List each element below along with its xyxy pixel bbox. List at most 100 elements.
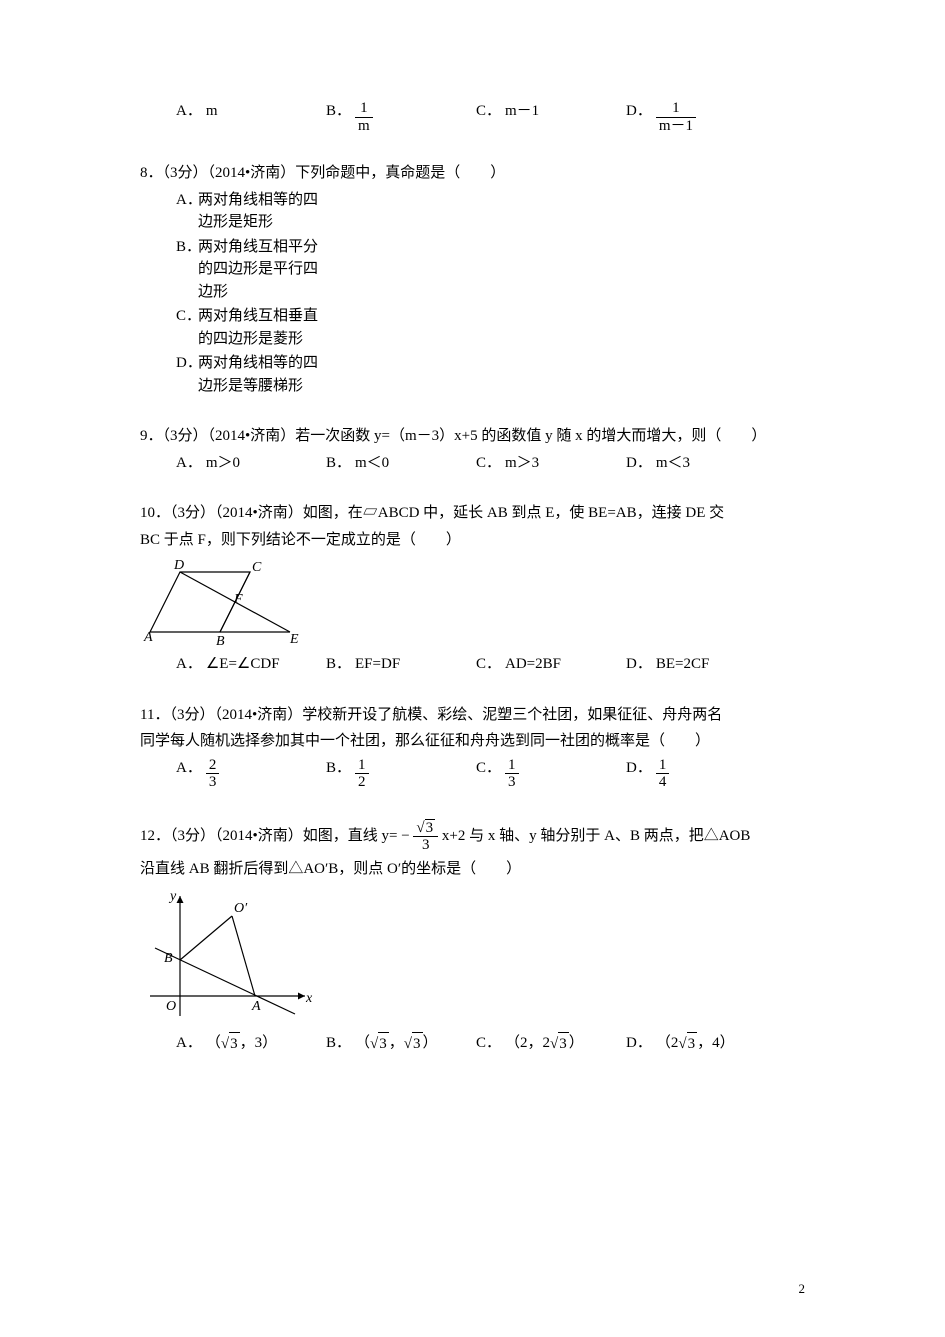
label-F: F: [233, 592, 243, 607]
choice-text: m＞3: [505, 452, 539, 475]
fraction-numerator: 1: [656, 100, 696, 118]
paren-close: ）: [423, 1032, 438, 1055]
choice-c: C．m＞3: [476, 452, 626, 475]
fraction: 1 m: [355, 100, 373, 134]
choice-d: D． （2 √3 ， 4 ）: [626, 1032, 776, 1056]
question-8: 8．（3分）（2014•济南）下列命题中，真命题是（ ） A． 两对角线相等的四…: [140, 162, 805, 397]
label-A: A: [251, 999, 261, 1014]
choice-letter: B．: [326, 653, 351, 676]
sqrt: √3: [370, 1032, 389, 1056]
choices-row: A． 23 B． 12 C． 13 D． 14: [140, 757, 805, 791]
paren-open: （: [206, 1032, 221, 1055]
choice-letter: A．: [176, 757, 202, 780]
fraction-numerator: √3: [413, 819, 438, 838]
radicand: 3: [425, 819, 436, 837]
choice-letter: C．: [476, 653, 501, 676]
fraction: √3 3: [413, 819, 438, 854]
paren-close: ）: [262, 1032, 277, 1055]
question-stem-line1: 11．（3分）（2014•济南）学校新开设了航模、彩绘、泥塑三个社团，如果征征、…: [140, 704, 805, 727]
sqrt: √3: [678, 1032, 697, 1056]
comma: ，: [697, 1032, 712, 1055]
fraction: 12: [355, 757, 369, 791]
radicand: 3: [378, 1032, 389, 1056]
choice-text: 两对角线互相垂直的四边形是菱形: [198, 305, 328, 350]
choice-b: B．EF=DF: [326, 653, 476, 676]
page-content: A． m B． 1 m C． m－1 D． 1 m－1: [0, 0, 945, 1144]
fraction-numerator: 1: [355, 100, 373, 118]
choice-letter: B．: [326, 1032, 351, 1055]
fraction-denominator: 3: [413, 837, 438, 854]
label-C: C: [252, 560, 262, 575]
radicand: 3: [687, 1032, 698, 1056]
choice-d: D．m＜3: [626, 452, 776, 475]
label-x: x: [305, 991, 313, 1006]
parallelogram-svg: A B E D C F: [140, 557, 310, 647]
choice-letter: D．: [626, 1032, 652, 1055]
choice-letter: D．: [626, 653, 652, 676]
choice-a: A． 两对角线相等的四边形是矩形: [140, 189, 805, 234]
choices-row: A． （ √3 ， 3 ） B． （ √3 ， √3 ） C． （ 2 ，2 √…: [140, 1032, 805, 1056]
sqrt: √3: [404, 1032, 423, 1056]
question-stem-line2: 沿直线 AB 翻折后得到△AO′B，则点 O′的坐标是（ ）: [140, 858, 805, 881]
choices-row: A．∠E=∠CDF B．EF=DF C．AD=2BF D．BE=2CF: [140, 653, 805, 676]
choice-text: ∠E=∠CDF: [206, 653, 280, 676]
question-stem-line1: 12．（3分）（2014•济南）如图，直线 y= − √3 3 x+2 与 x …: [140, 819, 805, 854]
radical-sign: √: [370, 1033, 378, 1056]
label-B: B: [164, 951, 173, 966]
choice-b: B．m＜0: [326, 452, 476, 475]
choices-row: A．m＞0 B．m＜0 C．m＞3 D．m＜3: [140, 452, 805, 475]
label-B: B: [216, 634, 225, 647]
question-12: 12．（3分）（2014•济南）如图，直线 y= − √3 3 x+2 与 x …: [140, 819, 805, 1056]
radicand: 3: [412, 1032, 423, 1056]
fraction-denominator: m: [355, 118, 373, 135]
label-O: O: [166, 999, 176, 1014]
choice-d: D． 两对角线相等的四边形是等腰梯形: [140, 352, 805, 397]
fraction: 14: [656, 757, 670, 791]
fraction-denominator: m－1: [656, 118, 696, 135]
stem-text-b: x+2 与 x 轴、y 轴分别于 A、B 两点，把△AOB: [442, 827, 750, 843]
label-D: D: [173, 558, 184, 573]
comma: ，: [389, 1032, 404, 1055]
fraction-numerator: 1: [656, 757, 670, 775]
comma: ，2: [528, 1032, 551, 1055]
choice-letter: C．: [476, 757, 501, 780]
fraction-numerator: 1: [355, 757, 369, 775]
fraction-denominator: 4: [656, 774, 670, 791]
choice-c: C． m－1: [476, 100, 626, 134]
choice-d: D．BE=2CF: [626, 653, 776, 676]
choice-a: A．m＞0: [176, 452, 326, 475]
radicand: 3: [229, 1032, 240, 1056]
choice-text: 两对角线互相平分的四边形是平行四边形: [198, 236, 328, 304]
choice-letter: D．: [626, 452, 652, 475]
paren-close: ）: [569, 1032, 584, 1055]
question-9: 9．（3分）（2014•济南）若一次函数 y=（m－3）x+5 的函数值 y 随…: [140, 425, 805, 474]
choice-text: m: [206, 100, 218, 123]
choice-text: BE=2CF: [656, 653, 709, 676]
fraction: 1 m－1: [656, 100, 696, 134]
sqrt: √3: [416, 819, 435, 837]
coordinate-svg: x y O A B O′: [140, 886, 320, 1026]
comma: ，: [240, 1032, 255, 1055]
choice-letter: C．: [176, 305, 198, 328]
sqrt: √3: [550, 1032, 569, 1056]
choice-text: m－1: [505, 100, 539, 123]
paren-close: ）: [720, 1032, 735, 1055]
radical-sign: √: [678, 1033, 686, 1056]
choice-c: C． 两对角线互相垂直的四边形是菱形: [140, 305, 805, 350]
paren-open: （: [505, 1032, 520, 1055]
choice-c: C． 13: [476, 757, 626, 791]
choice-letter: B．: [326, 757, 351, 780]
question-10: 10．（3分）（2014•济南）如图，在▱ABCD 中，延长 AB 到点 E，使…: [140, 502, 805, 676]
stem-text-a: 12．（3分）（2014•济南）如图，直线 y= −: [140, 827, 410, 843]
choice-letter: D．: [626, 100, 652, 123]
question-stem: 8．（3分）（2014•济南）下列命题中，真命题是（ ）: [140, 162, 805, 185]
choice-text: EF=DF: [355, 653, 400, 676]
label-y: y: [168, 889, 177, 904]
choice-letter: A．: [176, 1032, 202, 1055]
choice-letter: B．: [176, 236, 198, 259]
coordinate-diagram: x y O A B O′: [140, 886, 805, 1026]
fraction: 13: [505, 757, 519, 791]
choice-letter: A．: [176, 452, 202, 475]
value: 4: [712, 1032, 720, 1055]
choice-letter: D．: [626, 757, 652, 780]
